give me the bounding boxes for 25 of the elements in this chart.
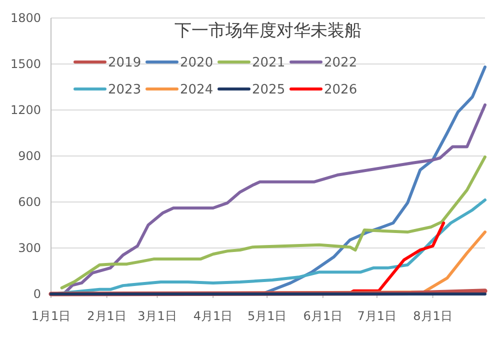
legend-label: 2023 (108, 82, 142, 98)
legend-label: 2026 (324, 82, 358, 98)
x-tick-label: 1月1日 (31, 309, 71, 323)
legend-label: 2025 (252, 82, 286, 98)
x-tick-label: 3月1日 (138, 309, 177, 323)
legend-label: 2019 (108, 56, 142, 71)
x-tick-label: 2月1日 (87, 309, 126, 323)
x-tick-label: 7月1日 (357, 309, 397, 323)
y-tick-label: 600 (18, 195, 41, 210)
legend-label: 2022 (324, 56, 358, 71)
legend-label: 2020 (180, 56, 214, 71)
chart-title: 下一市场年度对华未装船 (174, 21, 362, 41)
y-tick-label: 1800 (10, 11, 41, 26)
x-tick-label: 5月1日 (247, 309, 287, 323)
y-tick-label: 1500 (10, 57, 41, 72)
y-tick-label: 0 (33, 287, 41, 302)
x-tick-label: 6月1日 (303, 309, 343, 323)
y-tick-label: 300 (18, 241, 41, 256)
legend-label: 2021 (252, 56, 286, 71)
x-tick-label: 4月1日 (193, 309, 233, 323)
line-series (60, 155, 486, 290)
y-tick-label: 1200 (10, 103, 41, 118)
y-tick-label: 900 (18, 149, 41, 164)
x-tick-label: 8月1日 (413, 309, 452, 323)
legend-label: 2024 (180, 82, 214, 98)
